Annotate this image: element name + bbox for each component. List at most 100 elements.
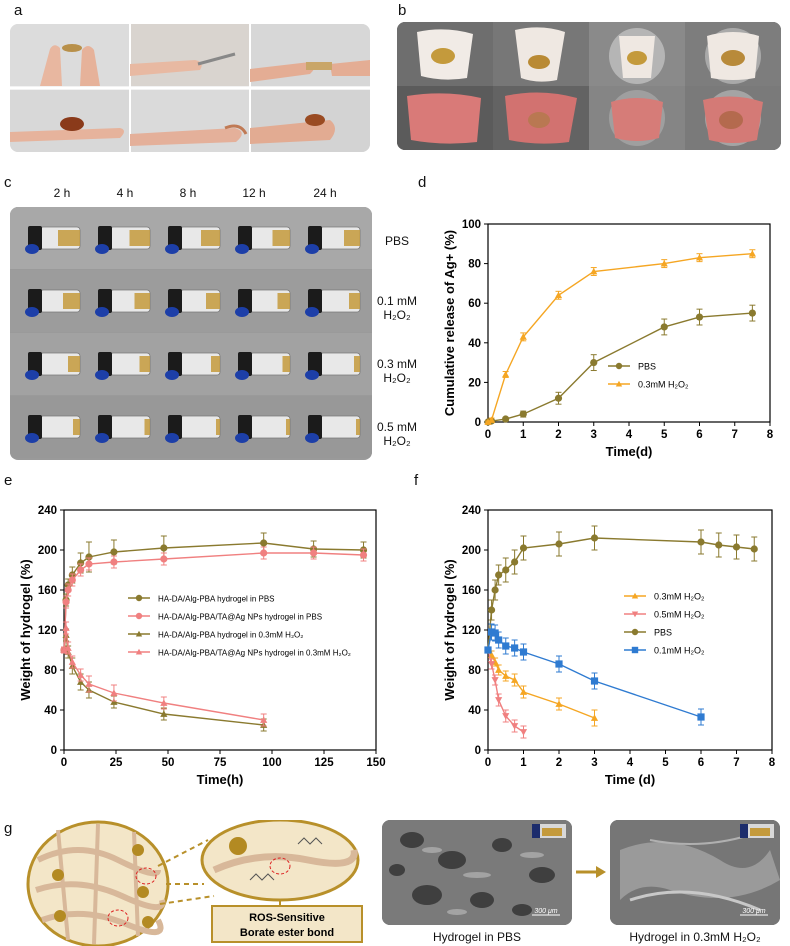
vial: [95, 415, 151, 443]
bond-label-line1: ROS-Sensitive: [249, 912, 325, 924]
sem-right-caption: Hydrogel in 0.3mM H₂O₂: [629, 930, 761, 944]
marker-square: [502, 642, 510, 650]
marker-triangle-down: [631, 611, 639, 618]
vial: [165, 352, 221, 380]
panel-label-b: b: [398, 2, 407, 19]
marker-triangle: [110, 689, 118, 696]
marker-square: [511, 644, 519, 652]
vials-image: [10, 207, 372, 458]
marker-triangle: [135, 648, 143, 655]
marker-triangle: [502, 672, 510, 679]
y-tick-label: 60: [468, 298, 481, 310]
y-tick-label: 160: [38, 585, 57, 597]
x-tick-label: 0: [485, 429, 491, 441]
marker-circle: [62, 598, 70, 606]
marker-triangle: [615, 380, 623, 387]
marker-triangle: [660, 260, 668, 267]
x-tick-label: 6: [696, 429, 702, 441]
y-tick-label: 40: [468, 705, 481, 717]
vial: [25, 415, 81, 443]
y-tick-label: 80: [468, 665, 481, 677]
x-tick-label: 100: [262, 757, 281, 769]
row-label-01mm-line1: 0.1 mM: [376, 294, 417, 308]
x-tick-label: 25: [110, 757, 123, 769]
plot-frame: [487, 223, 771, 423]
x-tick-label: 0: [485, 757, 491, 769]
y-tick-label: 200: [462, 545, 481, 557]
marker-circle: [359, 551, 368, 559]
y-tick-label: 80: [468, 259, 481, 271]
marker-triangle: [495, 666, 503, 673]
x-tick-label: 7: [733, 757, 739, 769]
marker-circle: [695, 313, 704, 321]
x-tick-label: 5: [662, 757, 669, 769]
marker-triangle: [64, 644, 72, 651]
vial: [235, 352, 291, 380]
marker-triangle: [110, 698, 118, 705]
marker-triangle: [631, 592, 639, 599]
panel-c-vials: [10, 207, 372, 460]
marker-triangle-down: [502, 713, 510, 720]
panel-label-d: d: [418, 174, 427, 191]
panel-a-photos: [10, 24, 370, 152]
row-label-pbs: PBS: [372, 234, 422, 248]
panel-label-g: g: [4, 820, 13, 837]
marker-triangle: [502, 370, 510, 378]
vial: [165, 226, 221, 254]
y-tick-label: 240: [462, 505, 481, 517]
row-label-pbs-line1: PBS: [384, 234, 409, 248]
marker-circle: [68, 576, 76, 584]
legend-label: 0.3mM H₂O₂: [654, 592, 705, 602]
marker-circle: [732, 543, 741, 551]
x-tick-label: 75: [214, 757, 227, 769]
marker-circle: [77, 559, 85, 567]
x-tick-label: 3: [591, 757, 597, 769]
marker-triangle: [160, 710, 168, 717]
arrow-right: [576, 866, 606, 878]
series-line: [487, 253, 753, 423]
panel-b-photos: [397, 22, 781, 150]
marker-triangle: [85, 680, 93, 687]
x-tick-label: 5: [661, 429, 668, 441]
y-axis-label: Weight of hydrogel (%): [442, 559, 457, 700]
time-label-24h: 24 h: [313, 186, 337, 200]
marker-circle: [748, 309, 756, 317]
y-tick-label: 120: [38, 625, 57, 637]
marker-triangle: [77, 671, 85, 678]
vial: [165, 415, 221, 443]
sem-image-h2o2: 300 μm: [610, 820, 780, 925]
marker-circle: [260, 539, 268, 547]
y-tick-label: 40: [468, 338, 481, 350]
x-tick-label: 7: [732, 429, 738, 441]
marker-triangle: [555, 700, 563, 707]
vial: [95, 289, 151, 317]
y-tick-label: 80: [44, 665, 57, 677]
marker-circle: [487, 606, 496, 614]
marker-square: [697, 713, 705, 721]
marker-circle: [491, 586, 499, 594]
x-tick-label: 1: [520, 429, 527, 441]
marker-triangle: [62, 624, 70, 631]
marker-circle: [502, 415, 510, 423]
marker-triangle: [68, 658, 76, 665]
marker-triangle: [590, 267, 598, 275]
vial: [305, 289, 361, 317]
y-tick-label: 160: [462, 585, 481, 597]
x-tick-label: 4: [626, 429, 633, 441]
marker-circle: [85, 553, 93, 561]
vial: [25, 289, 81, 317]
marker-circle: [495, 571, 503, 579]
y-axis-label: Cumulative release of Ag+ (%): [442, 230, 457, 416]
marker-circle: [310, 549, 318, 557]
vial: [165, 289, 221, 317]
marker-triangle-down: [495, 697, 503, 704]
panel-label-e: e: [4, 472, 13, 489]
vial: [305, 226, 361, 254]
marker-circle: [750, 545, 758, 553]
time-label-8h: 8 h: [179, 186, 197, 200]
marker-circle: [160, 555, 168, 563]
marker-triangle: [260, 716, 268, 723]
x-tick-label: 6: [698, 757, 704, 769]
chart-e-weight-hours: 0 25 50 75 100 125 150 0 40 80 120 160 200 240 Time(h)…: [18, 505, 386, 787]
